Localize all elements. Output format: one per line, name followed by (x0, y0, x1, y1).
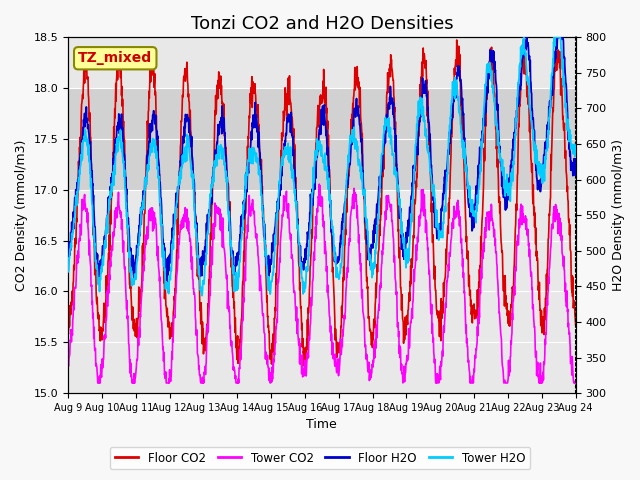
Floor H2O (124, 218, 132, 224)
Y-axis label: CO2 Density (mmol/m3): CO2 Density (mmol/m3) (15, 140, 28, 291)
Line: Tower CO2: Tower CO2 (68, 184, 575, 383)
Tower CO2 (354, 213, 362, 219)
Line: Tower H2O: Tower H2O (68, 37, 575, 296)
Text: TZ_mixed: TZ_mixed (78, 51, 152, 65)
Floor H2O (104, 213, 111, 219)
Tower CO2 (280, 193, 287, 199)
X-axis label: Time: Time (307, 419, 337, 432)
Floor H2O (291, 163, 298, 168)
Floor H2O (300, 266, 307, 272)
Floor CO2 (64, 328, 72, 334)
Floor CO2 (572, 322, 579, 327)
Tower H2O (353, 149, 361, 155)
Tower H2O (124, 226, 132, 231)
Tower H2O (300, 286, 307, 291)
Tower CO2 (291, 288, 298, 294)
Bar (68, 88, 575, 190)
Tower H2O (572, 153, 579, 159)
Floor CO2 (124, 228, 132, 233)
Floor H2O (523, 35, 531, 40)
Tower CO2 (316, 181, 323, 187)
Tower CO2 (104, 303, 111, 309)
Floor CO2 (104, 279, 111, 285)
Floor H2O (353, 105, 361, 111)
Floor H2O (572, 165, 579, 170)
Floor CO2 (299, 340, 307, 346)
Tower H2O (520, 35, 527, 40)
Floor CO2 (280, 108, 287, 114)
Tower H2O (64, 269, 72, 275)
Floor H2O (64, 268, 72, 274)
Tower CO2 (94, 380, 102, 386)
Tower CO2 (64, 358, 72, 363)
Title: Tonzi CO2 and H2O Densities: Tonzi CO2 and H2O Densities (191, 15, 453, 33)
Tower H2O (280, 147, 287, 153)
Floor CO2 (290, 126, 298, 132)
Line: Floor CO2: Floor CO2 (68, 40, 575, 366)
Legend: Floor CO2, Tower CO2, Floor H2O, Tower H2O: Floor CO2, Tower CO2, Floor H2O, Tower H… (110, 447, 530, 469)
Floor CO2 (300, 363, 308, 369)
Tower H2O (198, 293, 206, 299)
Tower CO2 (124, 326, 132, 332)
Tower CO2 (300, 372, 307, 377)
Y-axis label: H2O Density (mmol/m3): H2O Density (mmol/m3) (612, 139, 625, 291)
Floor CO2 (353, 64, 361, 70)
Tower H2O (104, 214, 111, 219)
Floor H2O (280, 148, 287, 154)
Tower H2O (291, 185, 298, 191)
Tower CO2 (572, 380, 579, 386)
Line: Floor H2O: Floor H2O (68, 37, 575, 282)
Floor H2O (163, 279, 170, 285)
Floor CO2 (453, 37, 461, 43)
